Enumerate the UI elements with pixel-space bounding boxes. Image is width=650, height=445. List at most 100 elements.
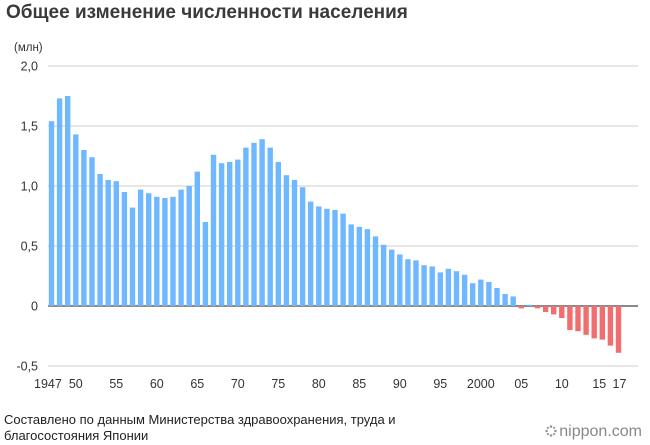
bar-1954 <box>105 180 111 306</box>
bar-1976 <box>283 175 290 306</box>
bar-1951 <box>81 150 87 306</box>
bar-1958 <box>137 189 144 306</box>
bar-1967 <box>210 154 217 306</box>
bar-1965 <box>194 171 200 306</box>
bar-1953 <box>97 174 103 306</box>
x-tick-label: 70 <box>231 377 245 391</box>
bar-1982 <box>332 210 338 306</box>
bar-2003 <box>502 294 508 306</box>
bar-chart: 2,0 1,5 1,0 0,5 0 -0,5 1947 50 55 60 65 70 75 80 85 90… <box>16 60 638 391</box>
bar-2008 <box>542 306 549 312</box>
bar-1986 <box>364 229 371 306</box>
bar-1955 <box>113 181 119 306</box>
bar-1998 <box>461 274 468 306</box>
x-tick-label: 90 <box>393 377 407 391</box>
x-tick-label: 85 <box>352 377 366 391</box>
bar-1975 <box>275 162 281 306</box>
bar-1948 <box>56 98 63 307</box>
bar-1960 <box>154 196 160 306</box>
bar-2015 <box>599 306 605 340</box>
bar-1990 <box>397 254 403 306</box>
bar-1971 <box>243 147 249 306</box>
x-tick-label: 65 <box>190 377 204 391</box>
bar-1959 <box>146 193 152 306</box>
bar-2017 <box>615 306 622 353</box>
y-tick-label: 2,0 <box>21 60 38 74</box>
bar-1979 <box>308 201 314 306</box>
bar-1994 <box>429 266 435 306</box>
bar-2016 <box>607 306 614 346</box>
bar-2002 <box>494 288 500 306</box>
bar-2006 <box>526 304 533 306</box>
y-tick-label: 1,5 <box>21 120 38 134</box>
bar-1999 <box>470 283 476 306</box>
bar-1993 <box>421 265 427 306</box>
bar-1974 <box>267 147 273 306</box>
y-tick-label: 1,0 <box>21 180 38 194</box>
bar-1969 <box>227 162 233 306</box>
bar-1981 <box>324 208 330 306</box>
bar-1995 <box>437 272 443 306</box>
y-tick-label: -0,5 <box>16 360 38 374</box>
x-tick-label: 10 <box>555 377 569 391</box>
bar-1961 <box>162 198 168 306</box>
bar-1952 <box>89 157 95 306</box>
x-tick-label: 75 <box>271 377 285 391</box>
bars <box>48 96 622 353</box>
bar-1978 <box>299 187 306 306</box>
chart-title: Общее изменение численности населения <box>6 2 408 23</box>
y-tick-labels: 2,0 1,5 1,0 0,5 0 -0,5 <box>16 60 38 374</box>
bar-1977 <box>291 180 298 306</box>
bar-1997 <box>453 271 460 306</box>
bar-2010 <box>559 306 565 318</box>
bar-1980 <box>316 206 322 306</box>
bar-2012 <box>575 306 581 332</box>
bar-1947 <box>48 121 55 306</box>
nippon-logo-icon <box>545 425 557 437</box>
x-tick-label: 80 <box>312 377 326 391</box>
bar-2009 <box>551 306 557 315</box>
x-tick-label: 55 <box>109 377 123 391</box>
bar-1988 <box>380 244 387 306</box>
bar-1966 <box>202 222 209 306</box>
bar-2004 <box>510 296 516 306</box>
bar-1983 <box>340 213 346 306</box>
bar-1991 <box>405 259 411 306</box>
bar-1973 <box>259 139 265 306</box>
bar-1950 <box>73 134 79 306</box>
bar-2005 <box>518 306 524 309</box>
x-tick-label: 60 <box>150 377 164 391</box>
x-tick-label: 17 <box>613 377 627 391</box>
y-tick-label: 0 <box>31 300 38 314</box>
x-tick-label: 1947 <box>34 377 62 391</box>
x-tick-label: 15 <box>592 377 606 391</box>
bar-1987 <box>372 236 379 306</box>
bar-1992 <box>413 260 419 306</box>
bar-1964 <box>186 186 192 306</box>
source-note: Составлено по данным Министерства здраво… <box>4 412 396 443</box>
bar-2001 <box>486 282 492 306</box>
bar-1962 <box>170 196 176 306</box>
x-tick-label: 50 <box>69 377 83 391</box>
bar-1984 <box>348 224 354 306</box>
bar-2000 <box>478 279 484 306</box>
bar-1963 <box>178 189 184 306</box>
bar-1949 <box>65 96 71 306</box>
bar-2014 <box>591 306 597 339</box>
bar-1996 <box>445 268 452 306</box>
bar-1989 <box>389 249 395 306</box>
x-tick-label: 05 <box>514 377 528 391</box>
x-tick-labels: 1947 50 55 60 65 70 75 80 85 90 95 2000 05 10 15 17 <box>34 377 626 391</box>
bar-2007 <box>534 306 541 309</box>
brand-logo: nippon.com <box>545 423 642 441</box>
bar-2013 <box>583 306 589 335</box>
bar-1968 <box>218 163 225 306</box>
bar-1985 <box>356 226 362 306</box>
bar-1957 <box>129 207 136 306</box>
bar-1972 <box>251 142 257 306</box>
brand-name: nippon.com <box>559 423 642 440</box>
y-tick-label: 0,5 <box>21 240 38 254</box>
bar-1970 <box>235 159 241 306</box>
y-axis-unit-label: (млн) <box>14 42 43 54</box>
bar-1956 <box>121 192 128 306</box>
